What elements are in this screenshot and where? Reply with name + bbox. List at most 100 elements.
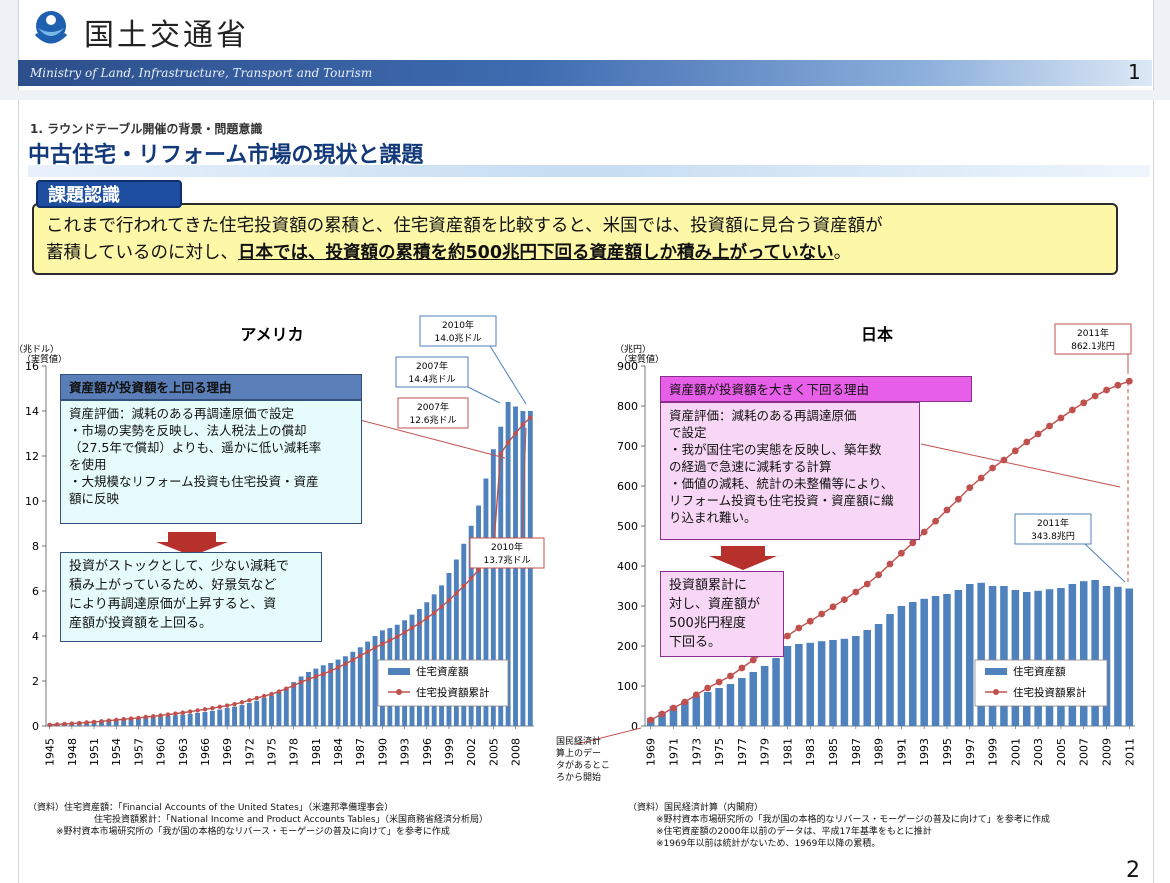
us-line-point xyxy=(121,717,126,722)
us-line-point xyxy=(158,713,163,718)
ministry-name-jp: 国土交通省 xyxy=(84,18,249,53)
jp-line-point xyxy=(954,495,962,503)
jp-bar xyxy=(943,594,951,726)
jp-bar xyxy=(988,586,997,726)
us-callout2-line: 投資がストックとして、少ない減耗で xyxy=(69,559,289,574)
jp-bar xyxy=(840,638,849,726)
us-bar xyxy=(187,713,193,726)
jp-callout-line: り込まれ難い。 xyxy=(669,510,757,525)
us-line-point xyxy=(446,598,452,603)
us-bar xyxy=(446,573,452,726)
jp-callout-arrow xyxy=(920,443,1121,488)
page-number-top: 1 xyxy=(1128,60,1141,84)
us-y-tick-label: 6 xyxy=(32,585,39,598)
us-line-point xyxy=(417,621,422,626)
us-line-point xyxy=(99,719,104,724)
jp-down-arrow xyxy=(709,546,777,570)
us-bar xyxy=(232,706,237,726)
us-line-point xyxy=(69,721,75,726)
us-line-point xyxy=(513,431,518,436)
us-line-point xyxy=(365,649,370,654)
jp-line-point xyxy=(727,672,734,680)
page-number-bottom: 2 xyxy=(1126,858,1140,883)
jp-line-point xyxy=(1046,422,1053,430)
us-line-point xyxy=(165,712,171,717)
us-y-tick-label: 16 xyxy=(25,360,39,373)
us-line-point xyxy=(232,701,237,707)
jp-line-point xyxy=(852,588,860,596)
jp-line-point xyxy=(1080,399,1088,407)
us-line-point xyxy=(284,686,289,691)
us-bar xyxy=(106,720,112,726)
us-bar xyxy=(217,709,223,726)
us-bar xyxy=(439,585,445,726)
jp-y-unit: （兆円） xyxy=(615,344,651,355)
jp-bar xyxy=(897,606,906,726)
us-bar xyxy=(365,641,371,726)
us-legend-line-marker xyxy=(396,689,402,695)
us-line-point xyxy=(202,707,208,712)
jp-callout2-line: 500兆円程度 xyxy=(669,616,746,631)
us-x-tick-label: 1999 xyxy=(443,738,456,766)
us-source-line: 住宅投資額累計：「National Income and Product Acc… xyxy=(94,815,489,825)
us-line-point xyxy=(128,716,134,721)
us-ann-2007a-box xyxy=(395,356,469,388)
jp-line-point xyxy=(829,603,837,611)
jp-callout-line: リフォーム投資も住宅投資・資産額に織 xyxy=(669,493,894,508)
jp-source-line: ※野村資本市場研究所の「我が国の本格的なリバース・モーゲージの普及に向けて」を参… xyxy=(656,815,1050,825)
jp-x-tick-label: 1987 xyxy=(850,738,863,766)
us-y-tick-label: 2 xyxy=(32,675,39,688)
issue-text-highlight: 日本では、投資額の累積を約500兆円下回る資産額しか積み上がっていない xyxy=(237,243,834,263)
jp-bar xyxy=(1034,590,1042,726)
jp-x-tick-label: 1969 xyxy=(645,738,658,766)
jp-ann-2011a-box xyxy=(1054,323,1132,355)
mlit-logo xyxy=(28,6,74,52)
us-bar xyxy=(254,700,260,726)
jp-line-point xyxy=(715,678,723,686)
jp-x-tick-label: 1995 xyxy=(941,738,954,766)
jp-bar xyxy=(681,701,689,726)
jp-line-point xyxy=(920,528,928,536)
us-ann-2010b-arrow xyxy=(521,427,527,539)
us-x-tick-label: 1963 xyxy=(177,738,190,766)
jp-callout-line: ・我が国住宅の実態を反映し、築年数 xyxy=(669,442,882,457)
us-y-tick-label: 10 xyxy=(25,495,39,508)
jp-line-point xyxy=(863,580,871,588)
us-line-point xyxy=(468,576,474,581)
jp-callout-line: 資産評価：減耗のある再調達原価 xyxy=(669,408,857,423)
jp-line-point xyxy=(1114,381,1122,389)
us-line-point xyxy=(84,720,89,725)
us-line-point xyxy=(276,689,282,694)
us-line-series xyxy=(47,415,533,728)
us-bar xyxy=(128,718,134,726)
us-line-point xyxy=(210,706,215,711)
jp-line-point xyxy=(738,664,746,672)
issue-statement-box: これまで行われてきた住宅投資額の累積と、住宅資産額を比較すると、米国では、投資額… xyxy=(32,203,1118,275)
us-x-axis: 1945 1948 1951 1954 1957 1960 1963 1966 1969 1972… xyxy=(44,726,523,766)
us-bar xyxy=(158,716,164,726)
jp-y-tick-label: 300 xyxy=(617,600,638,613)
jp-bar xyxy=(1022,592,1031,726)
jp-line-point xyxy=(795,624,803,632)
us-line-point xyxy=(372,645,378,650)
us-y-axis: 0 2 4 6 8 10 12 14 16 xyxy=(25,360,534,733)
jp-bar xyxy=(1102,586,1111,726)
issue-tag-label: 課題認識 xyxy=(36,180,182,208)
us-line-point xyxy=(409,625,415,631)
us-chart-title: アメリカ xyxy=(240,325,303,344)
jp-callout-line: の経過で急速に減耗する計算 xyxy=(669,459,832,474)
jp-sources: （資料）国民経済計算（内閣府） ※野村資本市場研究所の「我が国の本格的なリバース… xyxy=(628,802,1050,850)
us-line-point xyxy=(402,630,407,635)
us-sources: （資料）住宅資産額：「Financial Accounts of the Uni… xyxy=(28,802,488,838)
us-callout-body: 資産評価：減耗のある再調達原価で設定 ・市場の実勢を反映し、法人税法上の償却 （… xyxy=(60,400,362,524)
us-line-point xyxy=(520,422,526,427)
us-line-point xyxy=(343,661,348,667)
jp-line-point xyxy=(749,656,757,664)
us-ann-2010b-year: 2010年 xyxy=(491,541,523,553)
jp-x-tick-label: 1985 xyxy=(827,738,840,766)
jp-line-point xyxy=(1057,414,1065,422)
jp-start-note-line: タがあるとこ xyxy=(556,761,611,771)
jp-line-point xyxy=(966,484,974,491)
jp-x-tick-label: 1989 xyxy=(873,738,886,766)
jp-line-point xyxy=(647,716,655,724)
